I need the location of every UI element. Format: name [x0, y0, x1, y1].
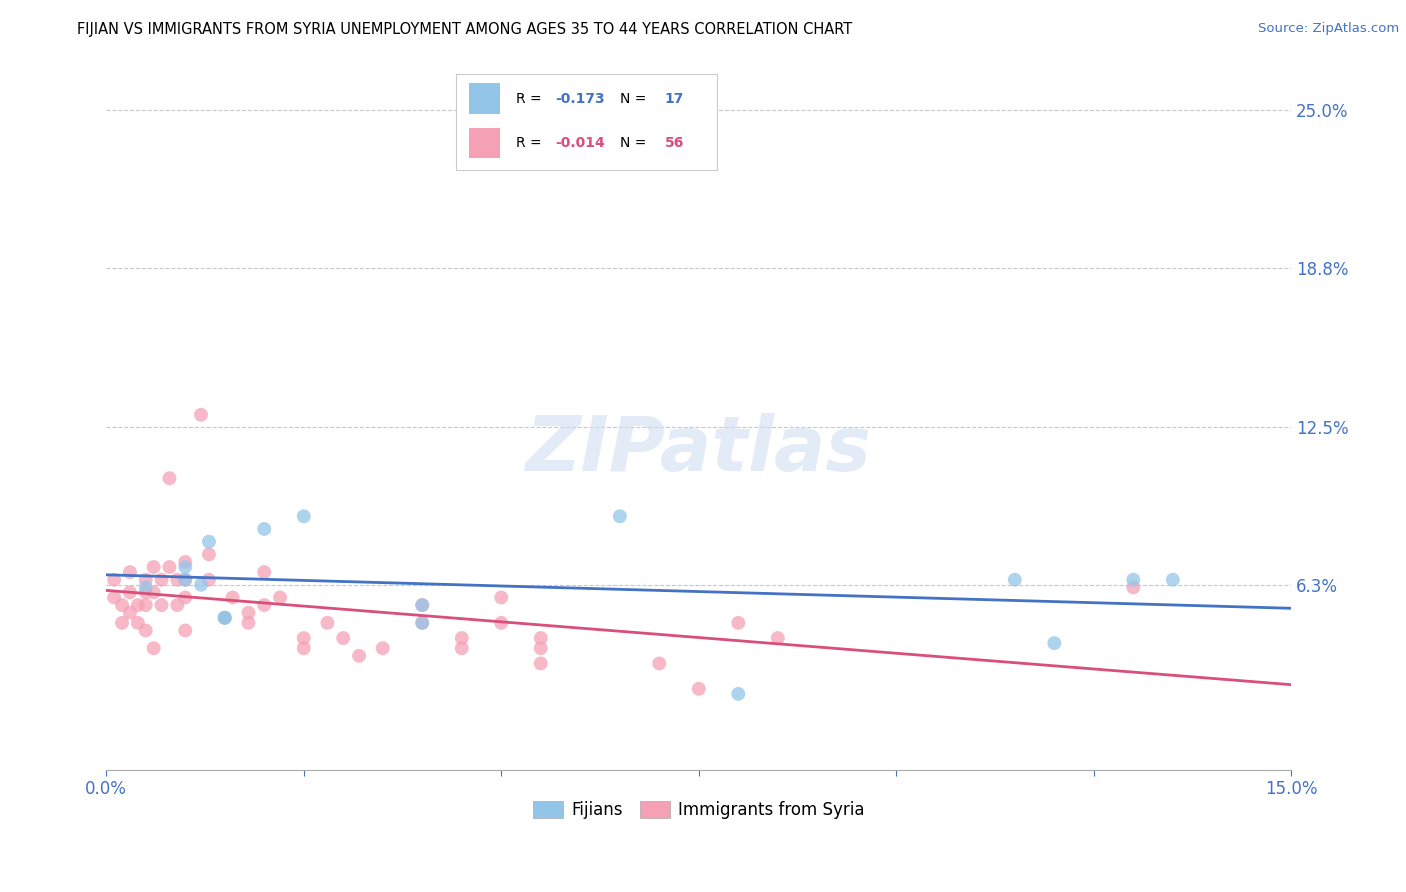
Point: [1043, 636, 1066, 650]
Point: [198, 573, 221, 587]
Text: ZIPatlas: ZIPatlas: [526, 413, 872, 487]
Point: [142, 641, 165, 656]
Point: [214, 611, 236, 625]
Point: [491, 615, 513, 630]
Point: [135, 580, 157, 594]
Point: [316, 615, 339, 630]
Point: [688, 681, 710, 696]
Point: [221, 591, 243, 605]
Point: [127, 615, 149, 630]
Point: [166, 573, 188, 587]
Point: [1122, 573, 1144, 587]
Point: [332, 631, 354, 645]
Text: Source: ZipAtlas.com: Source: ZipAtlas.com: [1258, 22, 1399, 36]
Point: [135, 598, 157, 612]
Point: [727, 687, 749, 701]
Point: [118, 606, 141, 620]
Point: [411, 615, 433, 630]
Point: [118, 565, 141, 579]
Point: [190, 578, 212, 592]
Point: [1161, 573, 1184, 587]
Point: [142, 585, 165, 599]
Point: [111, 598, 134, 612]
Point: [253, 598, 276, 612]
Point: [174, 573, 197, 587]
Point: [166, 598, 188, 612]
Point: [347, 648, 370, 663]
Point: [450, 631, 472, 645]
Point: [371, 641, 394, 656]
Text: FIJIAN VS IMMIGRANTS FROM SYRIA UNEMPLOYMENT AMONG AGES 35 TO 44 YEARS CORRELATI: FIJIAN VS IMMIGRANTS FROM SYRIA UNEMPLOY…: [77, 22, 852, 37]
Point: [530, 641, 553, 656]
Point: [103, 573, 125, 587]
Point: [214, 611, 236, 625]
Point: [1004, 573, 1026, 587]
Point: [127, 598, 149, 612]
Point: [491, 591, 513, 605]
Point: [253, 565, 276, 579]
Point: [190, 408, 212, 422]
Point: [118, 585, 141, 599]
Point: [174, 624, 197, 638]
Point: [292, 641, 315, 656]
Point: [198, 534, 221, 549]
Point: [198, 547, 221, 561]
Point: [103, 591, 125, 605]
Point: [411, 598, 433, 612]
Point: [530, 657, 553, 671]
Point: [609, 509, 631, 524]
Legend: Fijians, Immigrants from Syria: Fijians, Immigrants from Syria: [526, 794, 872, 826]
Point: [159, 560, 181, 574]
Point: [292, 509, 315, 524]
Point: [159, 471, 181, 485]
Point: [214, 611, 236, 625]
Point: [238, 615, 260, 630]
Point: [150, 598, 173, 612]
Point: [174, 591, 197, 605]
Point: [142, 560, 165, 574]
Point: [135, 624, 157, 638]
Point: [135, 585, 157, 599]
Point: [411, 615, 433, 630]
Point: [238, 606, 260, 620]
Point: [269, 591, 291, 605]
Point: [648, 657, 671, 671]
Point: [450, 641, 472, 656]
Point: [411, 598, 433, 612]
Point: [530, 631, 553, 645]
Point: [727, 615, 749, 630]
Point: [174, 573, 197, 587]
Point: [174, 555, 197, 569]
Point: [174, 560, 197, 574]
Point: [111, 615, 134, 630]
Point: [253, 522, 276, 536]
Point: [150, 573, 173, 587]
Point: [292, 631, 315, 645]
Point: [135, 573, 157, 587]
Point: [1122, 580, 1144, 594]
Point: [766, 631, 789, 645]
